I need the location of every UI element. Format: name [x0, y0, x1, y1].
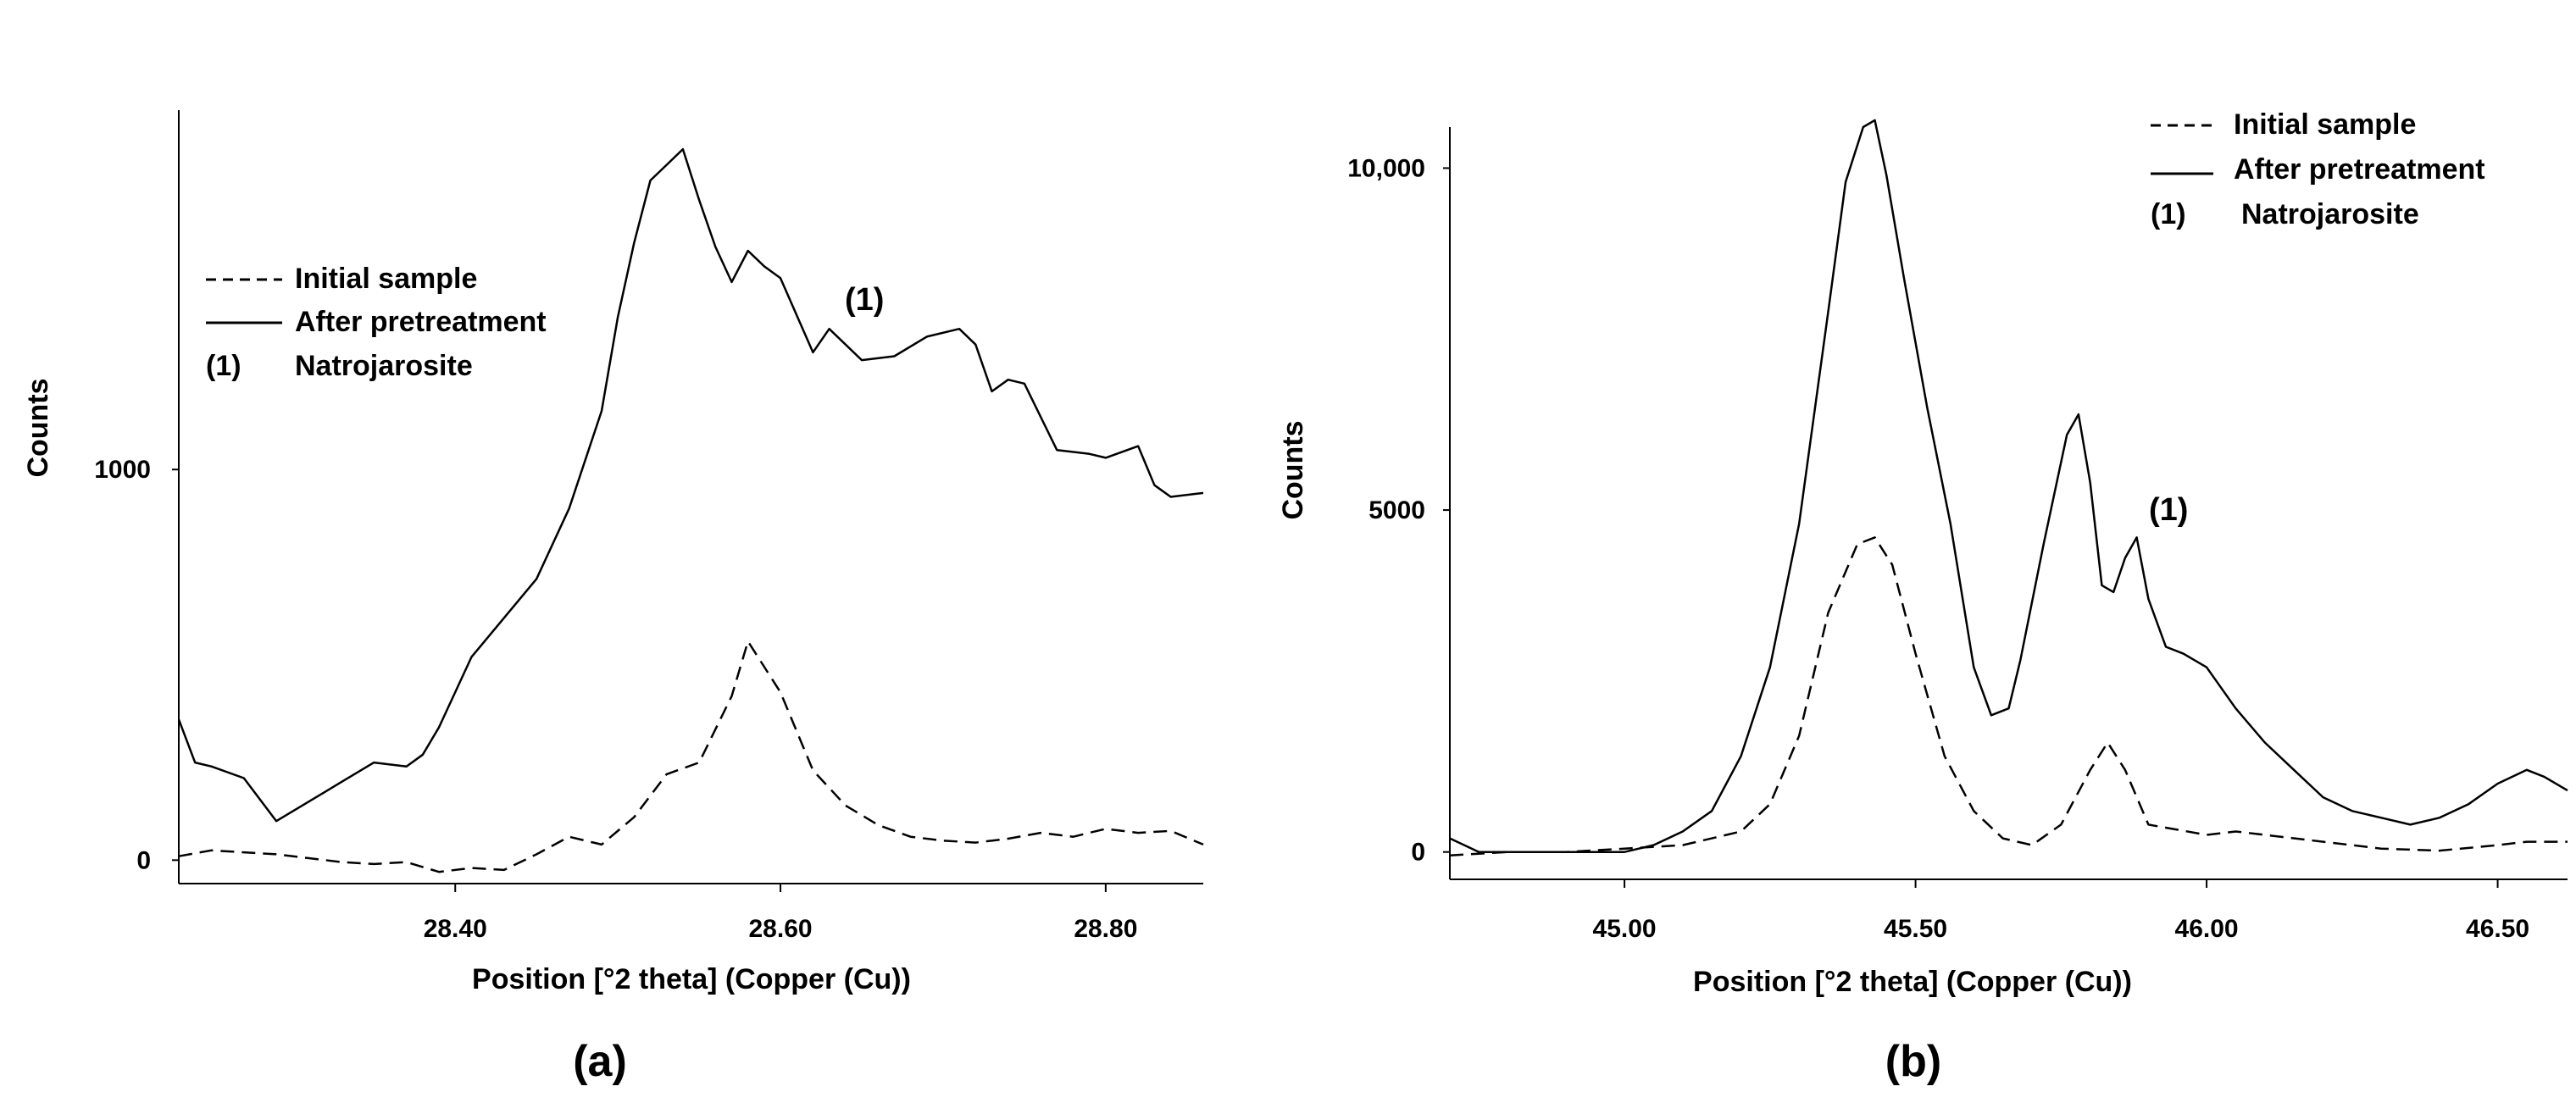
y-axis-label: Counts	[1277, 420, 1309, 519]
x-tick-label: 46.00	[2175, 915, 2239, 943]
x-tick-label: 46.50	[2466, 915, 2529, 943]
legend-label-initial: Initial sample	[2234, 108, 2416, 141]
series-line-after	[1449, 119, 2568, 853]
panel-a: 28.40 28.60 28.80 0 1000 Counts Position [°2…	[22, 110, 1204, 1086]
panel-label: (a)	[573, 1037, 627, 1086]
y-tick-label: 1000	[94, 456, 151, 484]
series-line-after	[177, 147, 1204, 823]
peak-annotation: (1)	[845, 282, 884, 318]
x-tick-label: 28.80	[1074, 915, 1137, 943]
x-axis-label: Position [°2 theta] (Copper (Cu))	[472, 963, 911, 995]
legend-label-natro: Natrojarosite	[295, 350, 473, 382]
series-line-initial	[178, 640, 1204, 873]
legend: Initial sample After pretreatment (1) Na…	[2151, 108, 2485, 230]
tick-layer: 28.40 28.60 28.80 0 1000	[94, 456, 1137, 943]
legend: Initial sample After pretreatment (1) Na…	[206, 263, 547, 382]
legend-label-after: After pretreatment	[2234, 153, 2485, 186]
panel-label: (b)	[1885, 1037, 1941, 1086]
legend-label-after: After pretreatment	[295, 306, 547, 338]
y-tick-label: 0	[136, 846, 151, 874]
x-tick-label: 45.50	[1884, 915, 1947, 943]
peak-annotation: (1)	[2149, 492, 2188, 528]
series-line-initial	[1449, 536, 2568, 856]
y-tick-label: 10,000	[1347, 154, 1425, 182]
panel-b: 45.00 45.50 46.00 46.50 0 5000 10,000 Counts P…	[1277, 108, 2568, 1086]
legend-label-initial: Initial sample	[295, 263, 477, 295]
y-tick-label: 5000	[1368, 496, 1425, 524]
legend-key-natro: (1)	[206, 350, 242, 382]
y-axis-label: Counts	[22, 378, 54, 477]
series-layer	[177, 147, 1204, 873]
x-tick-label: 45.00	[1593, 915, 1657, 943]
x-tick-label: 28.60	[749, 915, 813, 943]
series-layer	[1449, 119, 2568, 856]
x-tick-label: 28.40	[424, 915, 487, 943]
legend-key-natro: (1)	[2151, 198, 2186, 230]
legend-label-natro: Natrojarosite	[2241, 198, 2419, 230]
x-axis-label: Position [°2 theta] (Copper (Cu))	[1693, 966, 2132, 998]
y-tick-label: 0	[1411, 839, 1425, 867]
tick-layer: 45.00 45.50 46.00 46.50 0 5000 10,000	[1347, 154, 2529, 943]
